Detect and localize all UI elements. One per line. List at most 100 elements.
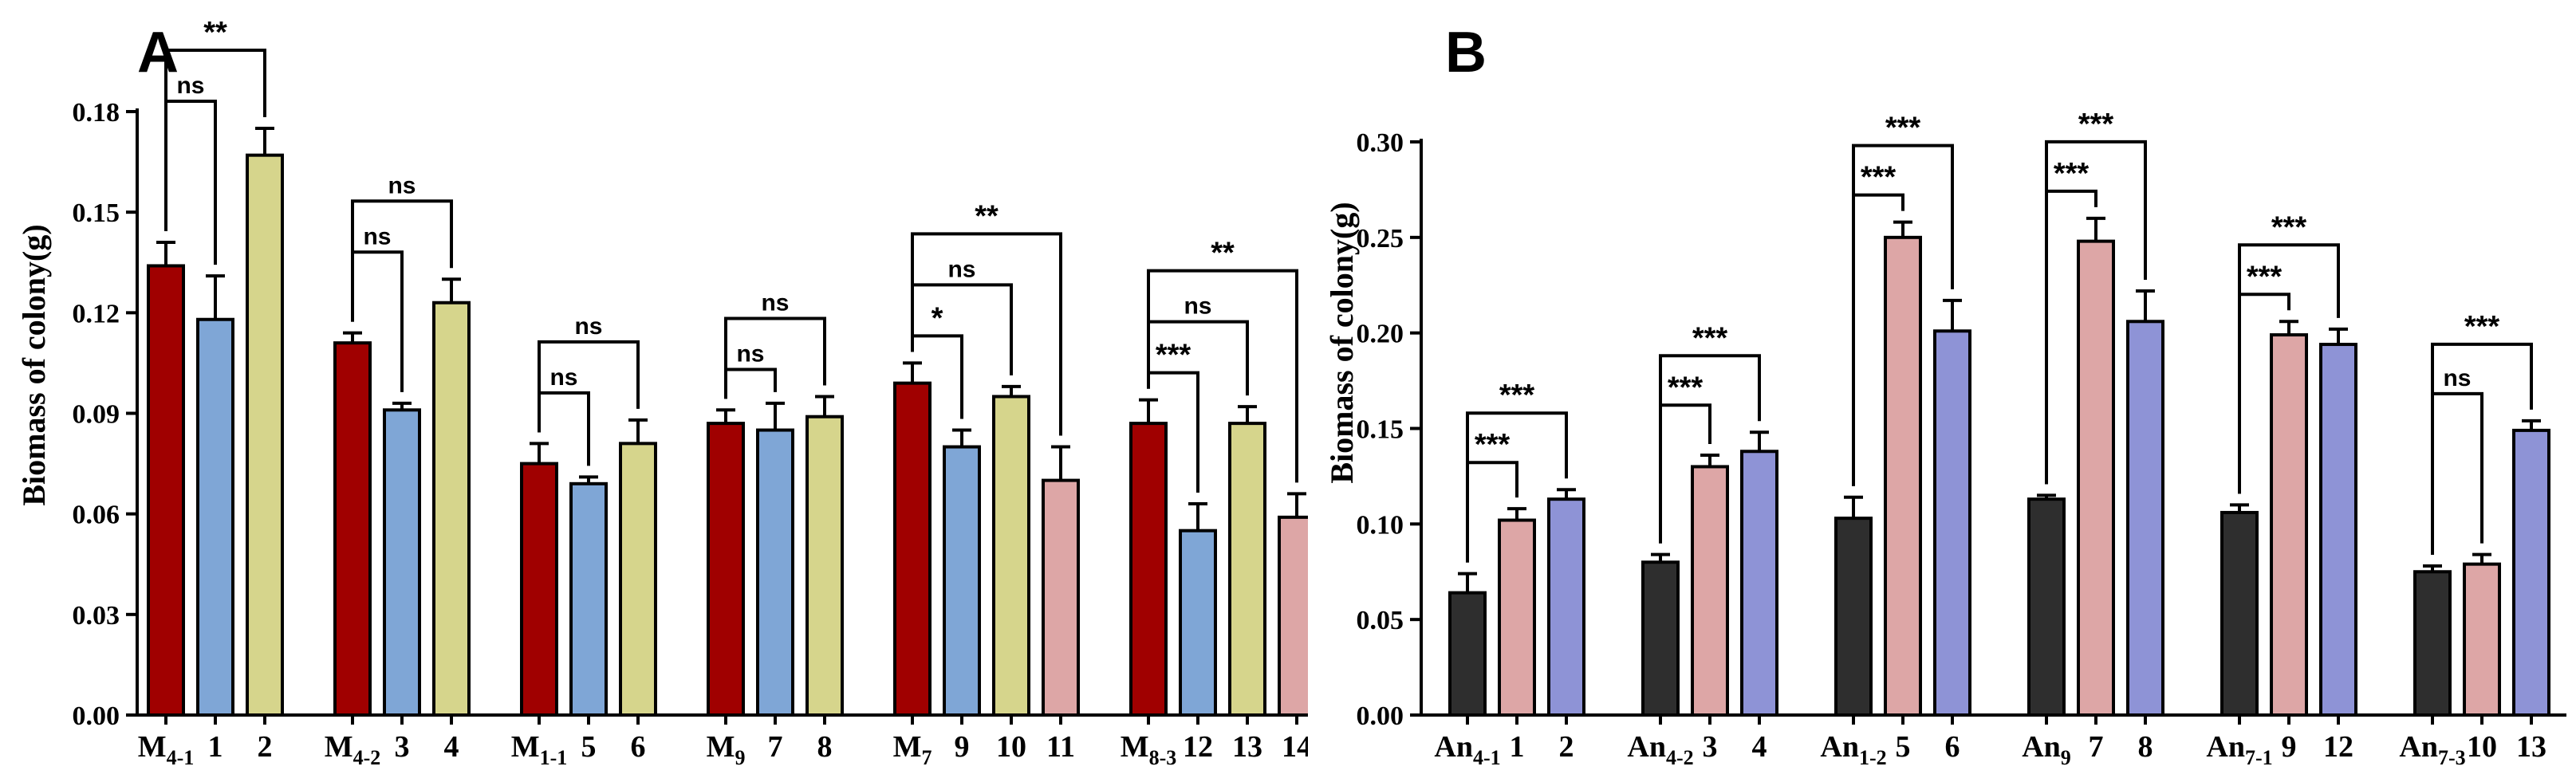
chart-b-bar (2077, 239, 2115, 717)
chart-a-x-tick-label: 10 (996, 730, 1026, 764)
chart-b-x-tick-label: An4-2 (1627, 730, 1693, 769)
chart-b-bar (1740, 450, 1778, 717)
chart-a-significance-label: * (932, 301, 943, 335)
chart-a-significance-bracket (351, 199, 453, 322)
chart-a-x-tick-label: M1-1 (511, 730, 568, 769)
chart-a-y-tick-label: 0.15 (73, 198, 120, 228)
chart-a-y-tick-label: 0.18 (73, 98, 120, 128)
chart-b-x-tick-label: 1 (1510, 730, 1525, 764)
chart-b-x-tick-label: An7-3 (2399, 730, 2465, 769)
chart-a-bar (246, 153, 284, 717)
chart-a-significance-label: ns (574, 313, 602, 340)
chart-a-significance-label: ns (947, 256, 975, 282)
chart-b-significance-bracket (2431, 391, 2483, 556)
panel-b-label: B (1445, 21, 1487, 84)
chart-b-bar (1641, 560, 1680, 717)
chart-b-x-tick-label: 2 (1559, 730, 1574, 764)
chart-a-y-tick-label: 0.06 (73, 501, 120, 530)
chart-a-significance-label: ns (1184, 293, 1211, 320)
chart-a-x-tick-label: 5 (581, 730, 597, 764)
chart-b-x-tick-label: 8 (2138, 730, 2153, 764)
chart-a-significance-label: ns (761, 289, 789, 316)
chart-a-significance-label: ns (363, 223, 391, 250)
chart-a-bar (1228, 422, 1266, 717)
chart-a-significance-bracket (164, 49, 266, 232)
chart-b-bar (2126, 320, 2164, 717)
chart-a-x-tick-label: 12 (1183, 730, 1213, 764)
chart-a-x-tick-label: M4-1 (138, 730, 195, 769)
chart-b-bar (1933, 329, 1971, 717)
chart-b-significance-label: ns (2443, 365, 2471, 391)
chart-b-bar (2270, 333, 2308, 717)
chart-a-significance-label: *** (1156, 339, 1191, 372)
chart-b-bar (1547, 497, 1585, 717)
chart-b-x-tick-label: An9 (2022, 730, 2071, 769)
chart-a-bar (147, 264, 185, 717)
chart-b-y-tick-label: 0.25 (1357, 224, 1404, 253)
chart-b-bar (1448, 591, 1487, 717)
chart-a-significance-bracket (1147, 269, 1298, 483)
chart-a-x-tick-label: 9 (955, 730, 970, 764)
chart-a-x-tick-label: M9 (707, 730, 746, 769)
chart-a-x-tick-label: M4-2 (325, 730, 381, 769)
chart-a-y-tick-label: 0.09 (73, 400, 120, 430)
chart-b-significance-label: *** (1499, 379, 1535, 412)
chart-b-y-axis-label: Biomass of colony(g) (1324, 202, 1360, 483)
chart-a-bar (569, 481, 608, 717)
chart-b-bar (2512, 428, 2550, 717)
chart-a-x-tick-label: 6 (631, 730, 646, 764)
chart-a-bar (1278, 515, 1308, 717)
chart-a-bar (1042, 478, 1080, 717)
chart-b-significance-label: *** (2054, 157, 2090, 191)
chart-b-significance-bracket (2431, 342, 2533, 556)
chart-a-y-axis-label: Biomass of colony(g) (16, 224, 52, 505)
chart-b-bar (2463, 562, 2501, 717)
chart-a-significance-bracket (538, 391, 590, 466)
chart-a-svg: A Biomass of colony(g) 0.00 0.03 0.06 0.09 0… (16, 16, 1308, 769)
chart-b-y-tick-label: 0.05 (1357, 606, 1404, 635)
chart-b-y-tick-label: 0.20 (1357, 320, 1404, 349)
chart-b-significance-label: *** (1885, 112, 1921, 145)
chart-a-significance-bracket (538, 340, 640, 433)
chart-a-significance-bracket (724, 316, 826, 399)
chart-b-significance-bracket (1466, 411, 1568, 563)
chart-b-x-tick-label: 10 (2467, 730, 2497, 764)
chart-a-x-tick-label: M8-3 (1121, 730, 1177, 769)
chart-a-bar (893, 381, 932, 717)
chart-b-y-tick-label: 0.30 (1357, 128, 1404, 158)
chart-b-significance-label: *** (1861, 161, 1897, 195)
chart-a-significance-label: ** (1211, 237, 1235, 270)
chart-a-x-tick-label: 1 (208, 730, 223, 764)
chart-a-significance-bracket (164, 100, 217, 265)
chart-b-x-tick-label: 9 (2282, 730, 2297, 764)
chart-a-significance-label: ** (203, 16, 227, 49)
chart-a-bar (992, 395, 1030, 717)
chart-a-x-tick-label: 13 (1232, 730, 1262, 764)
chart-a-bar (619, 442, 657, 717)
chart-b-significance-label: *** (1668, 371, 1704, 404)
chart-b-bar (1691, 465, 1729, 717)
chart-b-significance-bracket (2045, 140, 2147, 485)
chart-a-bar (383, 408, 421, 717)
chart-a-bar (707, 422, 745, 717)
panel-a: A Biomass of colony(g) 0.00 0.03 0.06 0.09 0… (16, 16, 1308, 769)
chart-a-significance-label: ns (388, 172, 416, 198)
chart-a-x-tick-label: 11 (1046, 730, 1075, 764)
panel-b: B Biomass of colony(g) 0.00 0.05 0.10 0.15 0… (1308, 0, 2576, 782)
chart-a-x-tick-label: 2 (258, 730, 273, 764)
chart-a-y-tick-label: 0.00 (73, 701, 120, 731)
chart-a-significance-label: ** (975, 199, 998, 233)
chart-b-y-tick-label: 0.00 (1357, 701, 1404, 731)
chart-a-bar (805, 415, 844, 717)
chart-b-significance-label: *** (2464, 310, 2500, 344)
chart-b-x-tick-label: 12 (2323, 730, 2353, 764)
chart-b-x-tick-label: 5 (1896, 730, 1911, 764)
chart-b-y-tick-label: 0.10 (1357, 510, 1404, 540)
chart-a-x-tick-label: 14 (1282, 730, 1308, 764)
chart-b-bar (2027, 497, 2066, 717)
chart-a-x-tick-label: 7 (768, 730, 783, 764)
chart-b-bar (1834, 517, 1873, 717)
chart-b-bar (2319, 343, 2357, 717)
chart-a-bar (432, 301, 471, 717)
chart-b-x-tick-label: 4 (1752, 730, 1767, 764)
